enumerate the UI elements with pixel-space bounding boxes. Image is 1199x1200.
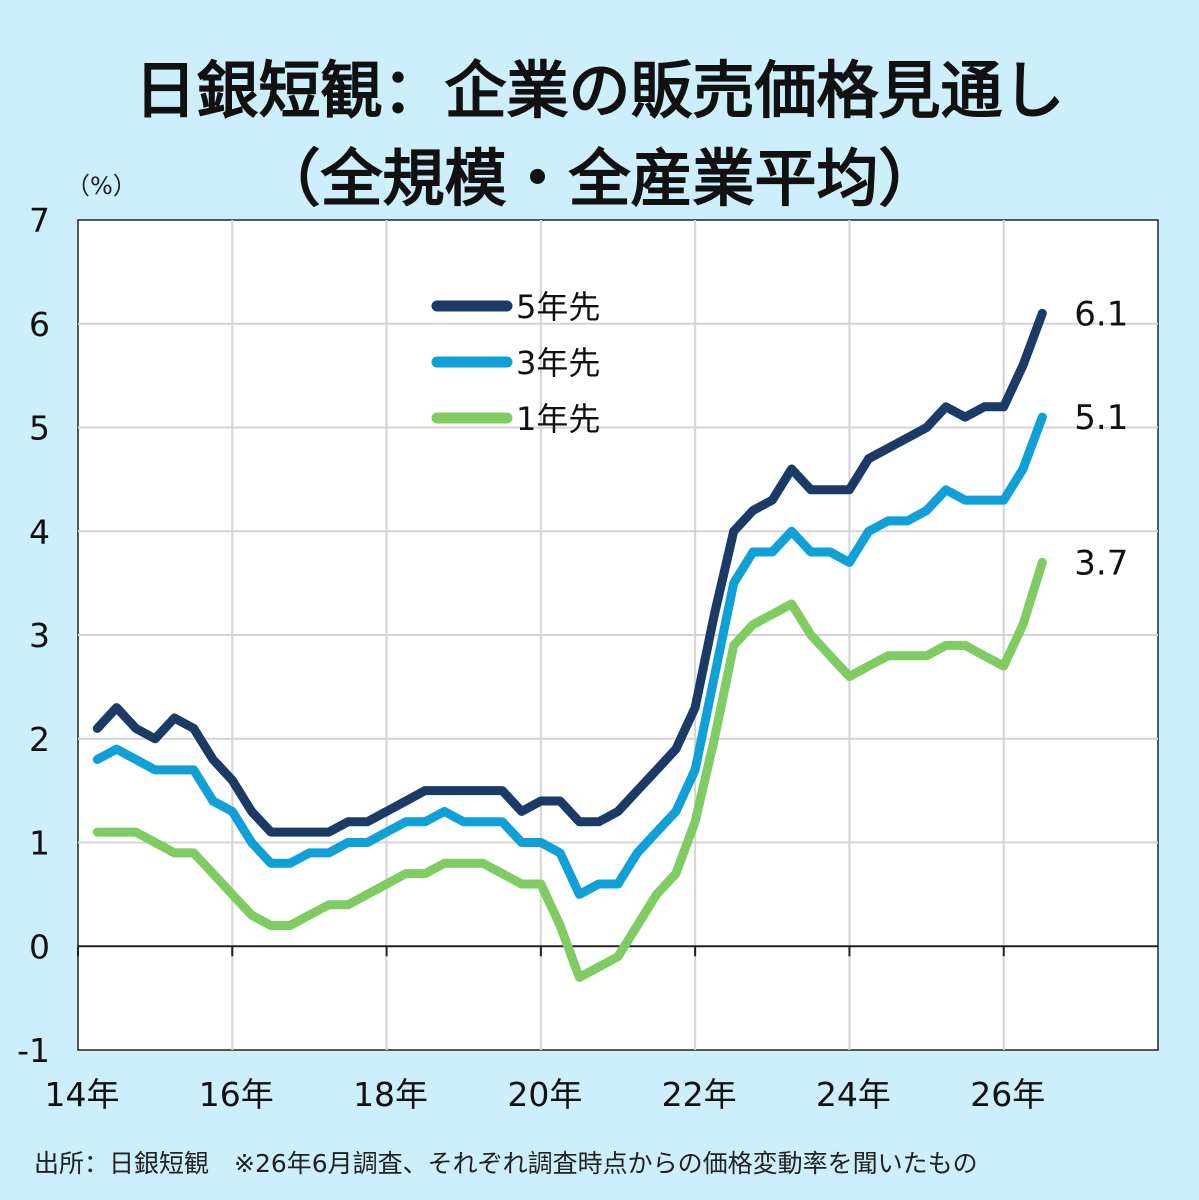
chart-title-line2: （全規模・全産業平均）	[258, 142, 941, 215]
y-tick-label: 7	[29, 201, 50, 240]
series-line-2	[92, 412, 1047, 899]
y-tick-label: 2	[29, 720, 50, 759]
y-tick-label: 3	[29, 616, 50, 655]
y-tick-label: -1	[17, 1031, 50, 1070]
x-tick-label: 22年	[662, 1075, 737, 1114]
y-unit-label: （%）	[66, 172, 137, 200]
end-value-label: 6.1	[1074, 294, 1128, 334]
x-tick-label: 18年	[353, 1075, 428, 1114]
end-value-label: 5.1	[1074, 398, 1128, 438]
y-tick-label: 6	[29, 305, 50, 344]
source-note: 出所：日銀短観 ※26年6月調査、それぞれ調査時点からの価格変動率を聞いたもの	[34, 1149, 978, 1178]
series-line-1	[92, 308, 1047, 837]
legend-label: 5年先	[516, 288, 600, 326]
end-value-labels: 6.1 5.1 3.7	[1074, 294, 1128, 583]
grid-horizontal	[78, 322, 1158, 844]
legend-label: 3年先	[516, 344, 600, 382]
legend: 5年先 3年先 1年先	[431, 288, 600, 438]
y-tick-labels: -1 0 1 2 3 4 5 6 7	[17, 201, 50, 1070]
x-tick-labels: 14年 16年 18年 20年 22年 24年 26年	[45, 1075, 1046, 1114]
y-tick-label: 1	[29, 824, 50, 863]
grid-vertical	[231, 220, 1005, 1050]
end-value-label: 3.7	[1074, 543, 1128, 583]
x-tick-marks	[77, 946, 1005, 957]
x-tick-label: 24年	[816, 1075, 891, 1114]
series-line-3	[92, 557, 1047, 982]
y-tick-label: 4	[29, 512, 50, 551]
x-tick-label: 26年	[970, 1075, 1045, 1114]
chart-title-line1: 日銀短観：企業の販売価格見通し	[134, 54, 1065, 127]
x-tick-label: 20年	[507, 1075, 582, 1114]
x-tick-label: 14年	[45, 1075, 120, 1114]
legend-label: 1年先	[516, 400, 600, 438]
x-tick-label: 16年	[199, 1075, 274, 1114]
y-tick-label: 5	[29, 409, 50, 448]
series-lines	[92, 308, 1047, 982]
y-tick-label: 0	[29, 927, 50, 966]
